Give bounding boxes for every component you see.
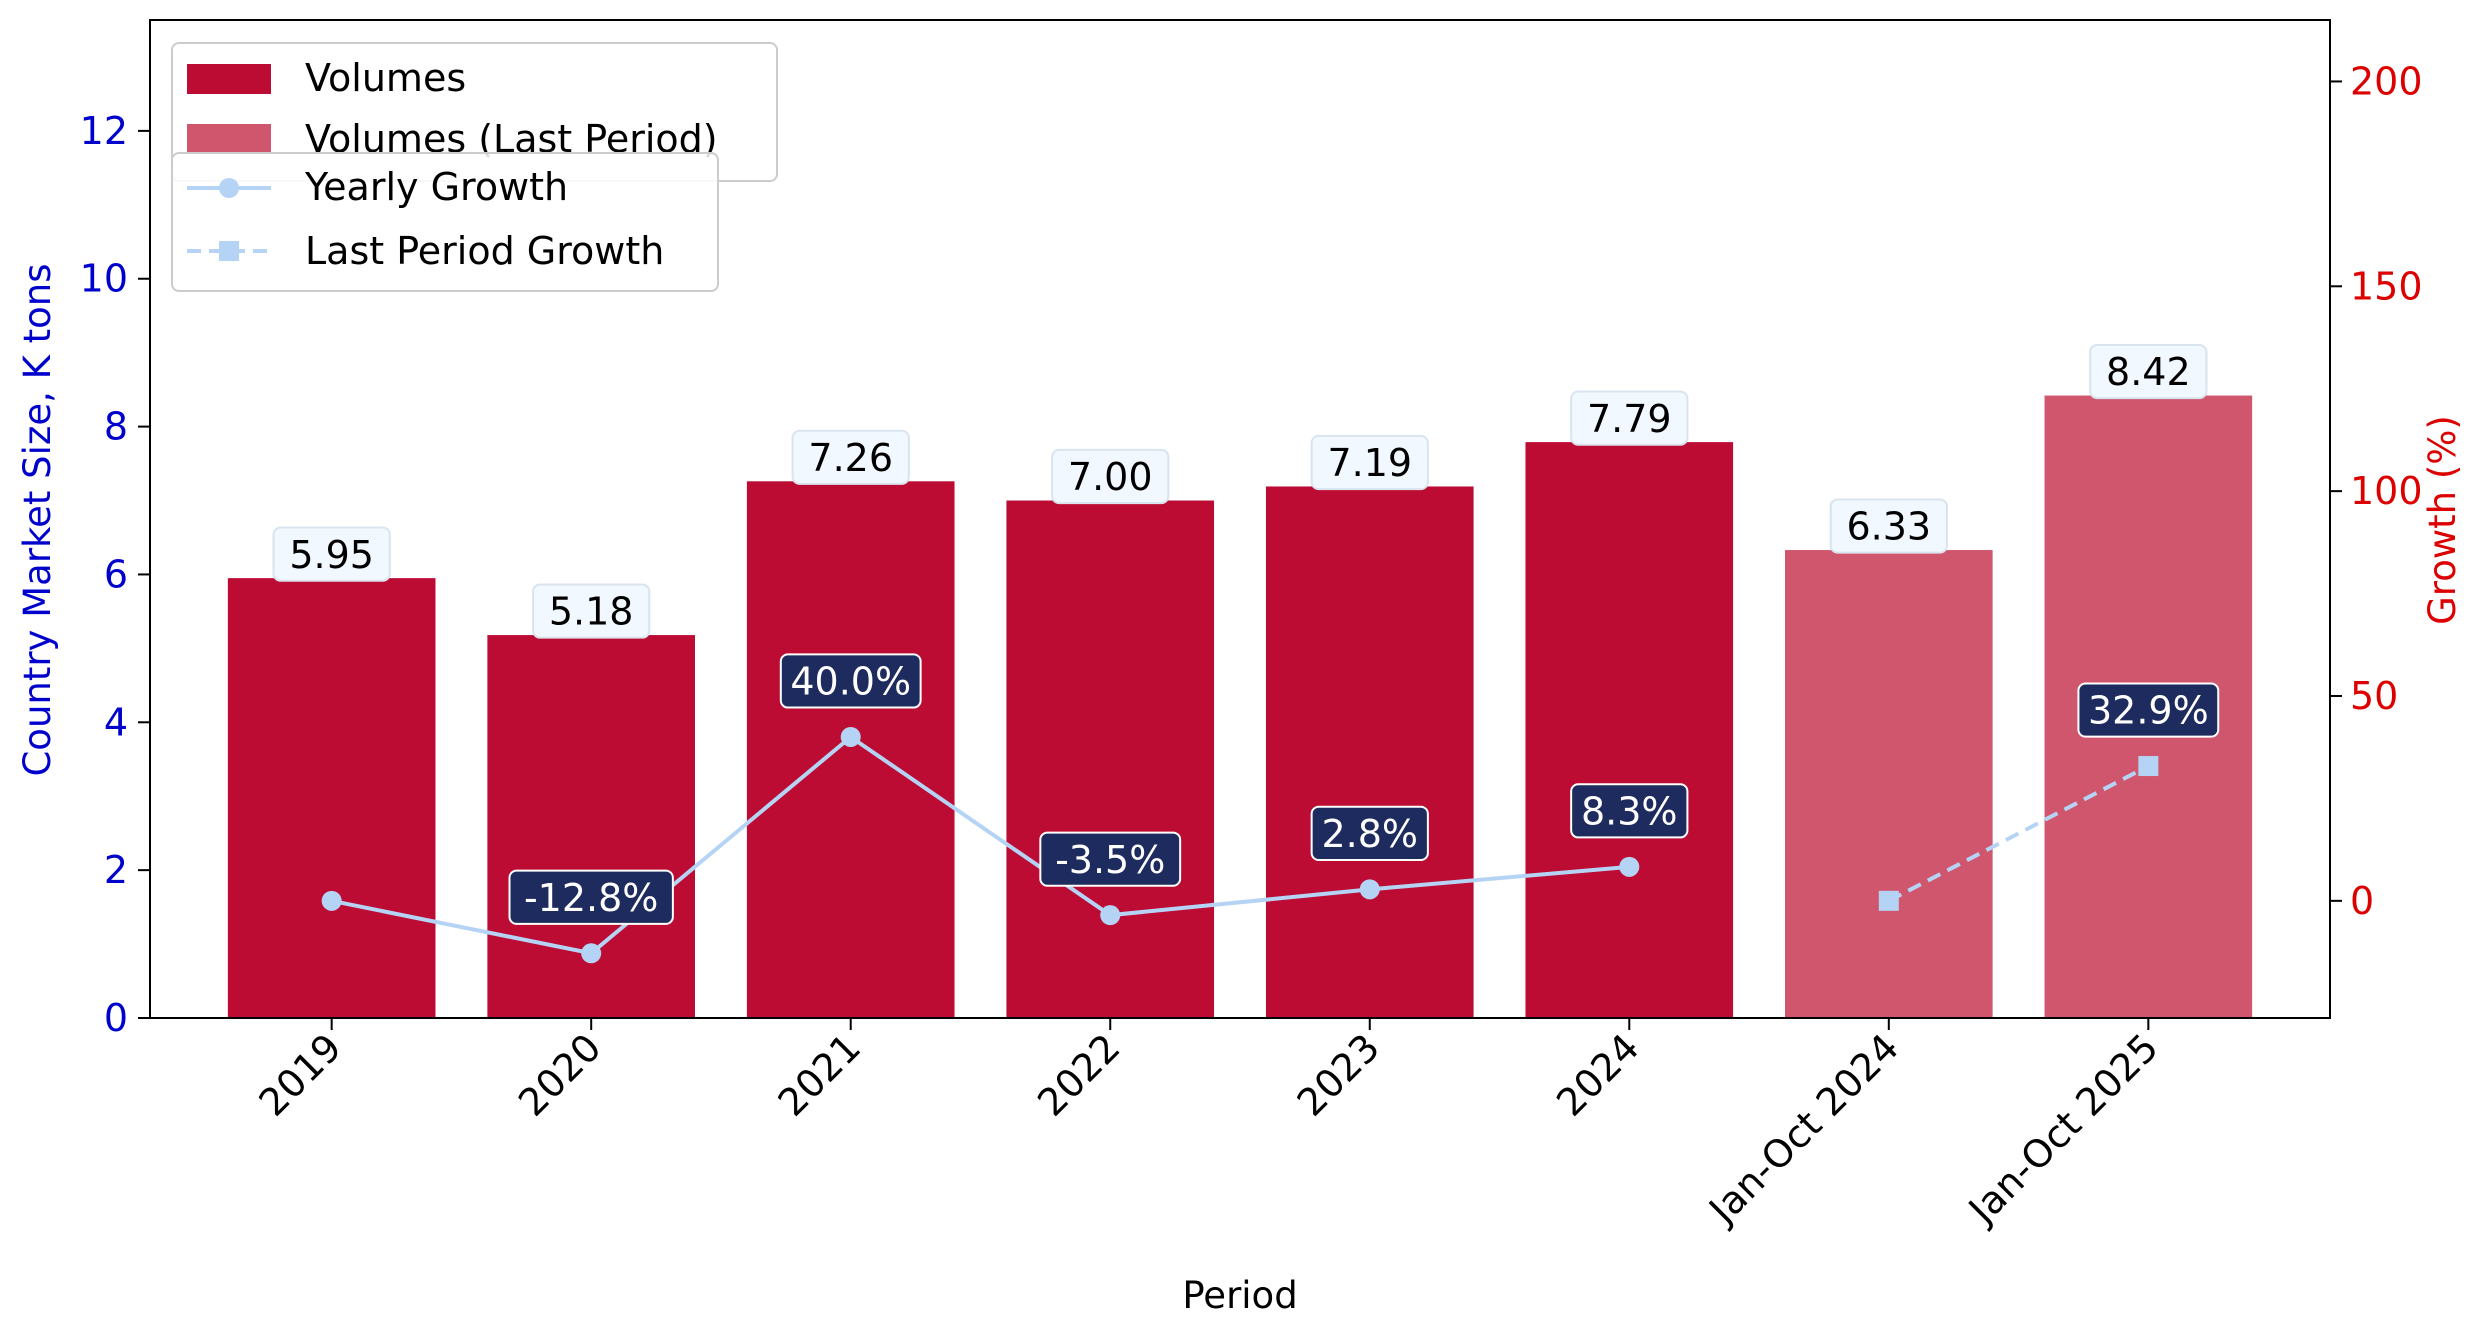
yearly-growth-label-2-box	[779, 653, 922, 709]
bar-6	[1785, 550, 1993, 1018]
bar-4	[1265, 486, 1474, 1018]
bar-labels: 5.95 5.18 7.26 7.00 7.19 7.79 6.33 8.42	[272, 343, 2208, 639]
legend-label-volumes: Volumes	[305, 56, 466, 100]
bar-value-label-3: 7.00	[1051, 448, 1170, 505]
bar-value-label-2-box	[791, 429, 910, 485]
left-tick-label-4: 8	[104, 405, 128, 449]
bar-value-label-3-box	[1051, 448, 1170, 505]
bar-value-label-5-box	[1570, 390, 1689, 446]
yearly-growth-label-5-text: 8.3%	[1581, 790, 1678, 834]
yearly-growth-label-3: -3.5%	[1039, 831, 1182, 887]
left-tick-label-0: 0	[104, 996, 128, 1040]
legend-marker-yearly	[219, 178, 239, 198]
bar-value-label-1-box	[532, 583, 651, 639]
right-tick-label-3: 150	[2350, 264, 2423, 308]
x-axis-label: Period	[1182, 1274, 1297, 1317]
growth-labels: -12.8% 40.0% -3.5% 2.8% 8.3% 32.9%	[508, 653, 2220, 925]
bar-value-label-4-text: 7.19	[1327, 441, 1412, 485]
legend-swatch-volumes-last	[187, 124, 271, 154]
legend-lines: Yearly Growth Last Period Growth	[171, 152, 719, 292]
yearly-growth-point-2	[840, 726, 861, 747]
x-tick-label-3: 2022	[1029, 1025, 1129, 1125]
left-tick-label-5: 10	[80, 257, 128, 301]
bars-layer	[227, 395, 2253, 1018]
yearly-growth-point-1	[581, 943, 602, 964]
bar-value-label-2: 7.26	[791, 429, 910, 485]
bar-value-label-0-box	[272, 526, 391, 582]
right-tick-label-2: 100	[2350, 469, 2423, 513]
bar-3	[1006, 500, 1215, 1018]
y-axis-right-label: Growth (%)	[2421, 415, 2464, 625]
right-tick-label-1: 50	[2350, 674, 2398, 718]
right-axis: 0 50 100 150 200	[2330, 59, 2423, 923]
yearly-growth-label-5: 8.3%	[1570, 783, 1689, 839]
right-tick-label-0: 0	[2350, 879, 2374, 923]
legend-label-yearly: Yearly Growth	[304, 165, 568, 209]
growth-layer	[321, 726, 2159, 964]
left-tick-label-3: 6	[104, 552, 128, 596]
last-period-growth-line	[1887, 764, 2150, 903]
x-tick-label-0: 2019	[251, 1025, 351, 1125]
bar-value-label-7: 8.42	[2089, 343, 2208, 400]
legend-marker-last-period	[219, 241, 239, 261]
bar-value-label-5-text: 7.79	[1587, 397, 1672, 441]
last-period-growth-point-1	[2138, 756, 2159, 777]
legend-swatch-volumes	[187, 64, 271, 94]
legend-label-last-period: Last Period Growth	[305, 229, 664, 273]
yearly-growth-point-4	[1359, 879, 1380, 900]
bar-value-label-4-box	[1310, 434, 1429, 491]
left-tick-label-1: 2	[104, 848, 128, 892]
yearly-growth-label-1-box	[508, 869, 674, 925]
bar-value-label-0-text: 5.95	[289, 533, 374, 577]
bar-value-label-5: 7.79	[1570, 390, 1689, 446]
last-period-growth-label-1-box	[2077, 682, 2220, 738]
plot-frame	[149, 19, 2331, 1019]
yearly-growth-label-5-box	[1570, 783, 1689, 839]
bar-value-label-0: 5.95	[272, 526, 391, 582]
last-period-growth-point-0	[1878, 890, 1899, 911]
yearly-growth-label-1-text: -12.8%	[524, 876, 658, 920]
bar-value-label-6: 6.33	[1829, 498, 1948, 554]
bar-value-label-6-box	[1829, 498, 1948, 554]
x-tick-label-7: Jan-Oct 2025	[1959, 1025, 2167, 1233]
bar-value-label-1: 5.18	[532, 583, 651, 639]
legend-lines-frame	[171, 152, 719, 292]
x-tick-label-5: 2024	[1548, 1025, 1648, 1125]
left-axis: 0 2 4 6 8 10 12	[80, 109, 150, 1040]
yearly-growth-point-0	[321, 890, 342, 911]
bar-value-label-7-text: 8.42	[2106, 350, 2191, 394]
bar-0	[227, 578, 436, 1018]
left-tick-label-2: 4	[104, 700, 128, 744]
x-tick-label-4: 2023	[1289, 1025, 1389, 1125]
bar-value-label-4: 7.19	[1310, 434, 1429, 491]
yearly-growth-label-3-text: -3.5%	[1055, 838, 1165, 882]
yearly-growth-label-2-text: 40.0%	[790, 660, 911, 704]
x-tick-label-2: 2021	[770, 1025, 870, 1125]
yearly-growth-label-4: 2.8%	[1310, 805, 1429, 861]
last-period-growth-label-1-text: 32.9%	[2088, 689, 2209, 733]
bar-value-label-1-text: 5.18	[549, 590, 634, 634]
yearly-growth-line	[331, 734, 1630, 956]
x-tick-label-6: Jan-Oct 2024	[1699, 1025, 1907, 1233]
y-axis-left-label: Country Market Size, K tons	[16, 263, 59, 776]
bar-value-label-7-box	[2089, 343, 2208, 400]
bar-2	[746, 481, 955, 1018]
bar-5	[1525, 442, 1734, 1018]
bar-value-label-2-text: 7.26	[808, 436, 893, 480]
yearly-growth-label-3-box	[1039, 831, 1182, 887]
yearly-growth-label-2: 40.0%	[779, 653, 922, 709]
bar-value-label-3-text: 7.00	[1068, 455, 1153, 499]
last-period-growth-label-1: 32.9%	[2077, 682, 2220, 738]
yearly-growth-point-3	[1100, 905, 1121, 926]
yearly-growth-label-4-box	[1310, 805, 1429, 861]
x-tick-label-1: 2020	[510, 1025, 610, 1125]
x-axis: 2019 2020 2021 2022 2023 2024 Jan-Oct 2024 Jan-…	[251, 1018, 2167, 1233]
right-tick-label-4: 200	[2350, 59, 2423, 103]
yearly-growth-point-5	[1619, 856, 1640, 877]
yearly-growth-label-1: -12.8%	[508, 869, 674, 925]
bar-value-label-6-text: 6.33	[1847, 505, 1932, 549]
left-tick-label-6: 12	[80, 109, 128, 153]
yearly-growth-label-4-text: 2.8%	[1321, 812, 1418, 856]
